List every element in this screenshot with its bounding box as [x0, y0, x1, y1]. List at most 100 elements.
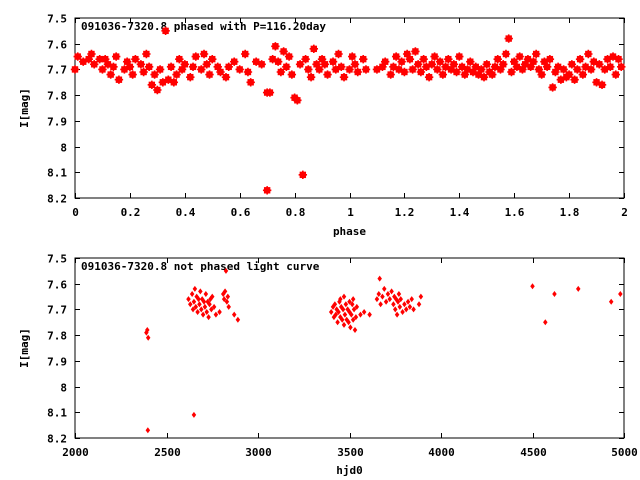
- data-point-cross: [419, 54, 428, 64]
- data-point-cross: [257, 60, 266, 69]
- data-point: [391, 52, 401, 61]
- data-point: [493, 54, 502, 64]
- data-point-cross: [295, 60, 305, 69]
- data-point: [189, 291, 195, 297]
- data-point: [191, 52, 200, 61]
- data-point: [211, 303, 217, 310]
- data-point: [139, 67, 148, 77]
- data-point-cross: [416, 67, 426, 77]
- data-point: [435, 57, 445, 66]
- y-axis-label: I[mag]: [18, 328, 31, 368]
- x-tick-label: 0: [72, 206, 79, 219]
- y-tick-label: 7.7: [47, 64, 67, 77]
- data-point: [477, 65, 486, 74]
- data-point: [340, 306, 346, 313]
- data-point: [575, 54, 585, 64]
- data-point: [196, 296, 201, 303]
- data-point: [306, 72, 316, 82]
- data-point: [386, 70, 395, 79]
- data-point-cross: [564, 70, 574, 79]
- data-point: [186, 72, 195, 82]
- data-point-cross: [155, 65, 165, 74]
- data-point: [416, 67, 426, 77]
- data-point: [545, 54, 555, 64]
- data-point: [213, 311, 219, 318]
- data-point: [385, 291, 391, 297]
- data-point: [235, 65, 244, 74]
- data-point-cross: [339, 72, 349, 82]
- data-point: [466, 57, 475, 66]
- data-point-cross: [273, 57, 283, 66]
- data-point: [222, 288, 228, 295]
- data-point: [338, 296, 343, 303]
- data-point-cross: [284, 52, 294, 61]
- data-point: [216, 67, 225, 77]
- data-point: [407, 303, 413, 310]
- data-point: [488, 70, 497, 79]
- data-point: [595, 60, 604, 69]
- data-point-cross: [348, 52, 357, 61]
- x-tick-label: 4000: [428, 446, 455, 459]
- data-point: [542, 62, 552, 72]
- data-point: [155, 65, 165, 74]
- data-point-cross: [235, 65, 244, 74]
- data-point: [203, 291, 209, 297]
- data-point-cross: [111, 52, 121, 61]
- data-point-cross: [397, 57, 406, 66]
- data-point: [111, 52, 121, 61]
- data-point-cross: [282, 62, 291, 72]
- data-point: [265, 88, 275, 97]
- data-point: [320, 60, 329, 69]
- data-point: [548, 83, 557, 92]
- data-point: [210, 293, 215, 300]
- data-point: [403, 306, 409, 313]
- y-tick-label: 8.2: [47, 193, 67, 206]
- data-point: [328, 57, 338, 66]
- x-tick-label: 1: [347, 206, 354, 219]
- data-point: [199, 306, 204, 313]
- data-point-cross: [501, 49, 511, 59]
- data-point-cross: [128, 70, 137, 79]
- data-point: [353, 314, 359, 321]
- data-point-cross: [413, 60, 423, 69]
- data-point-cross: [125, 62, 135, 72]
- data-point: [416, 301, 422, 308]
- plot-title: 091036-7320.8 not phased light curve: [81, 260, 320, 273]
- data-point: [361, 309, 367, 315]
- data-point-cross: [216, 67, 225, 77]
- data-point-cross: [424, 72, 434, 82]
- data-point-cross: [337, 62, 346, 72]
- x-tick-label: 3500: [337, 446, 364, 459]
- data-point-cross: [488, 70, 497, 79]
- data-point: [335, 319, 340, 326]
- data-point: [224, 62, 233, 72]
- data-point: [287, 70, 297, 79]
- data-point-cross: [87, 49, 96, 59]
- data-point-cross: [507, 67, 516, 77]
- y-tick-label: 7.9: [47, 356, 67, 369]
- data-point: [398, 296, 403, 303]
- data-point-cross: [106, 70, 115, 79]
- y-tick-label: 7.6: [47, 279, 67, 292]
- data-point: [298, 170, 308, 180]
- data-point-cross: [139, 67, 148, 77]
- data-point-cross: [545, 54, 555, 64]
- data-point-cross: [169, 78, 179, 87]
- x-tick-label: 3000: [245, 446, 272, 459]
- data-point: [405, 298, 411, 305]
- data-point: [382, 285, 387, 292]
- data-point: [197, 65, 206, 74]
- y-tick-label: 8: [60, 142, 67, 155]
- data-point: [430, 52, 439, 61]
- data-point-cross: [328, 57, 338, 66]
- x-tick-label: 1.6: [505, 206, 525, 219]
- data-point-cross: [309, 44, 319, 54]
- data-point: [341, 293, 347, 300]
- data-point-cross: [243, 67, 253, 77]
- data-point: [153, 85, 162, 95]
- data-point: [352, 327, 358, 333]
- data-point-cross: [400, 67, 409, 77]
- plot-frame: [74, 17, 625, 199]
- data-point-cross: [479, 72, 489, 82]
